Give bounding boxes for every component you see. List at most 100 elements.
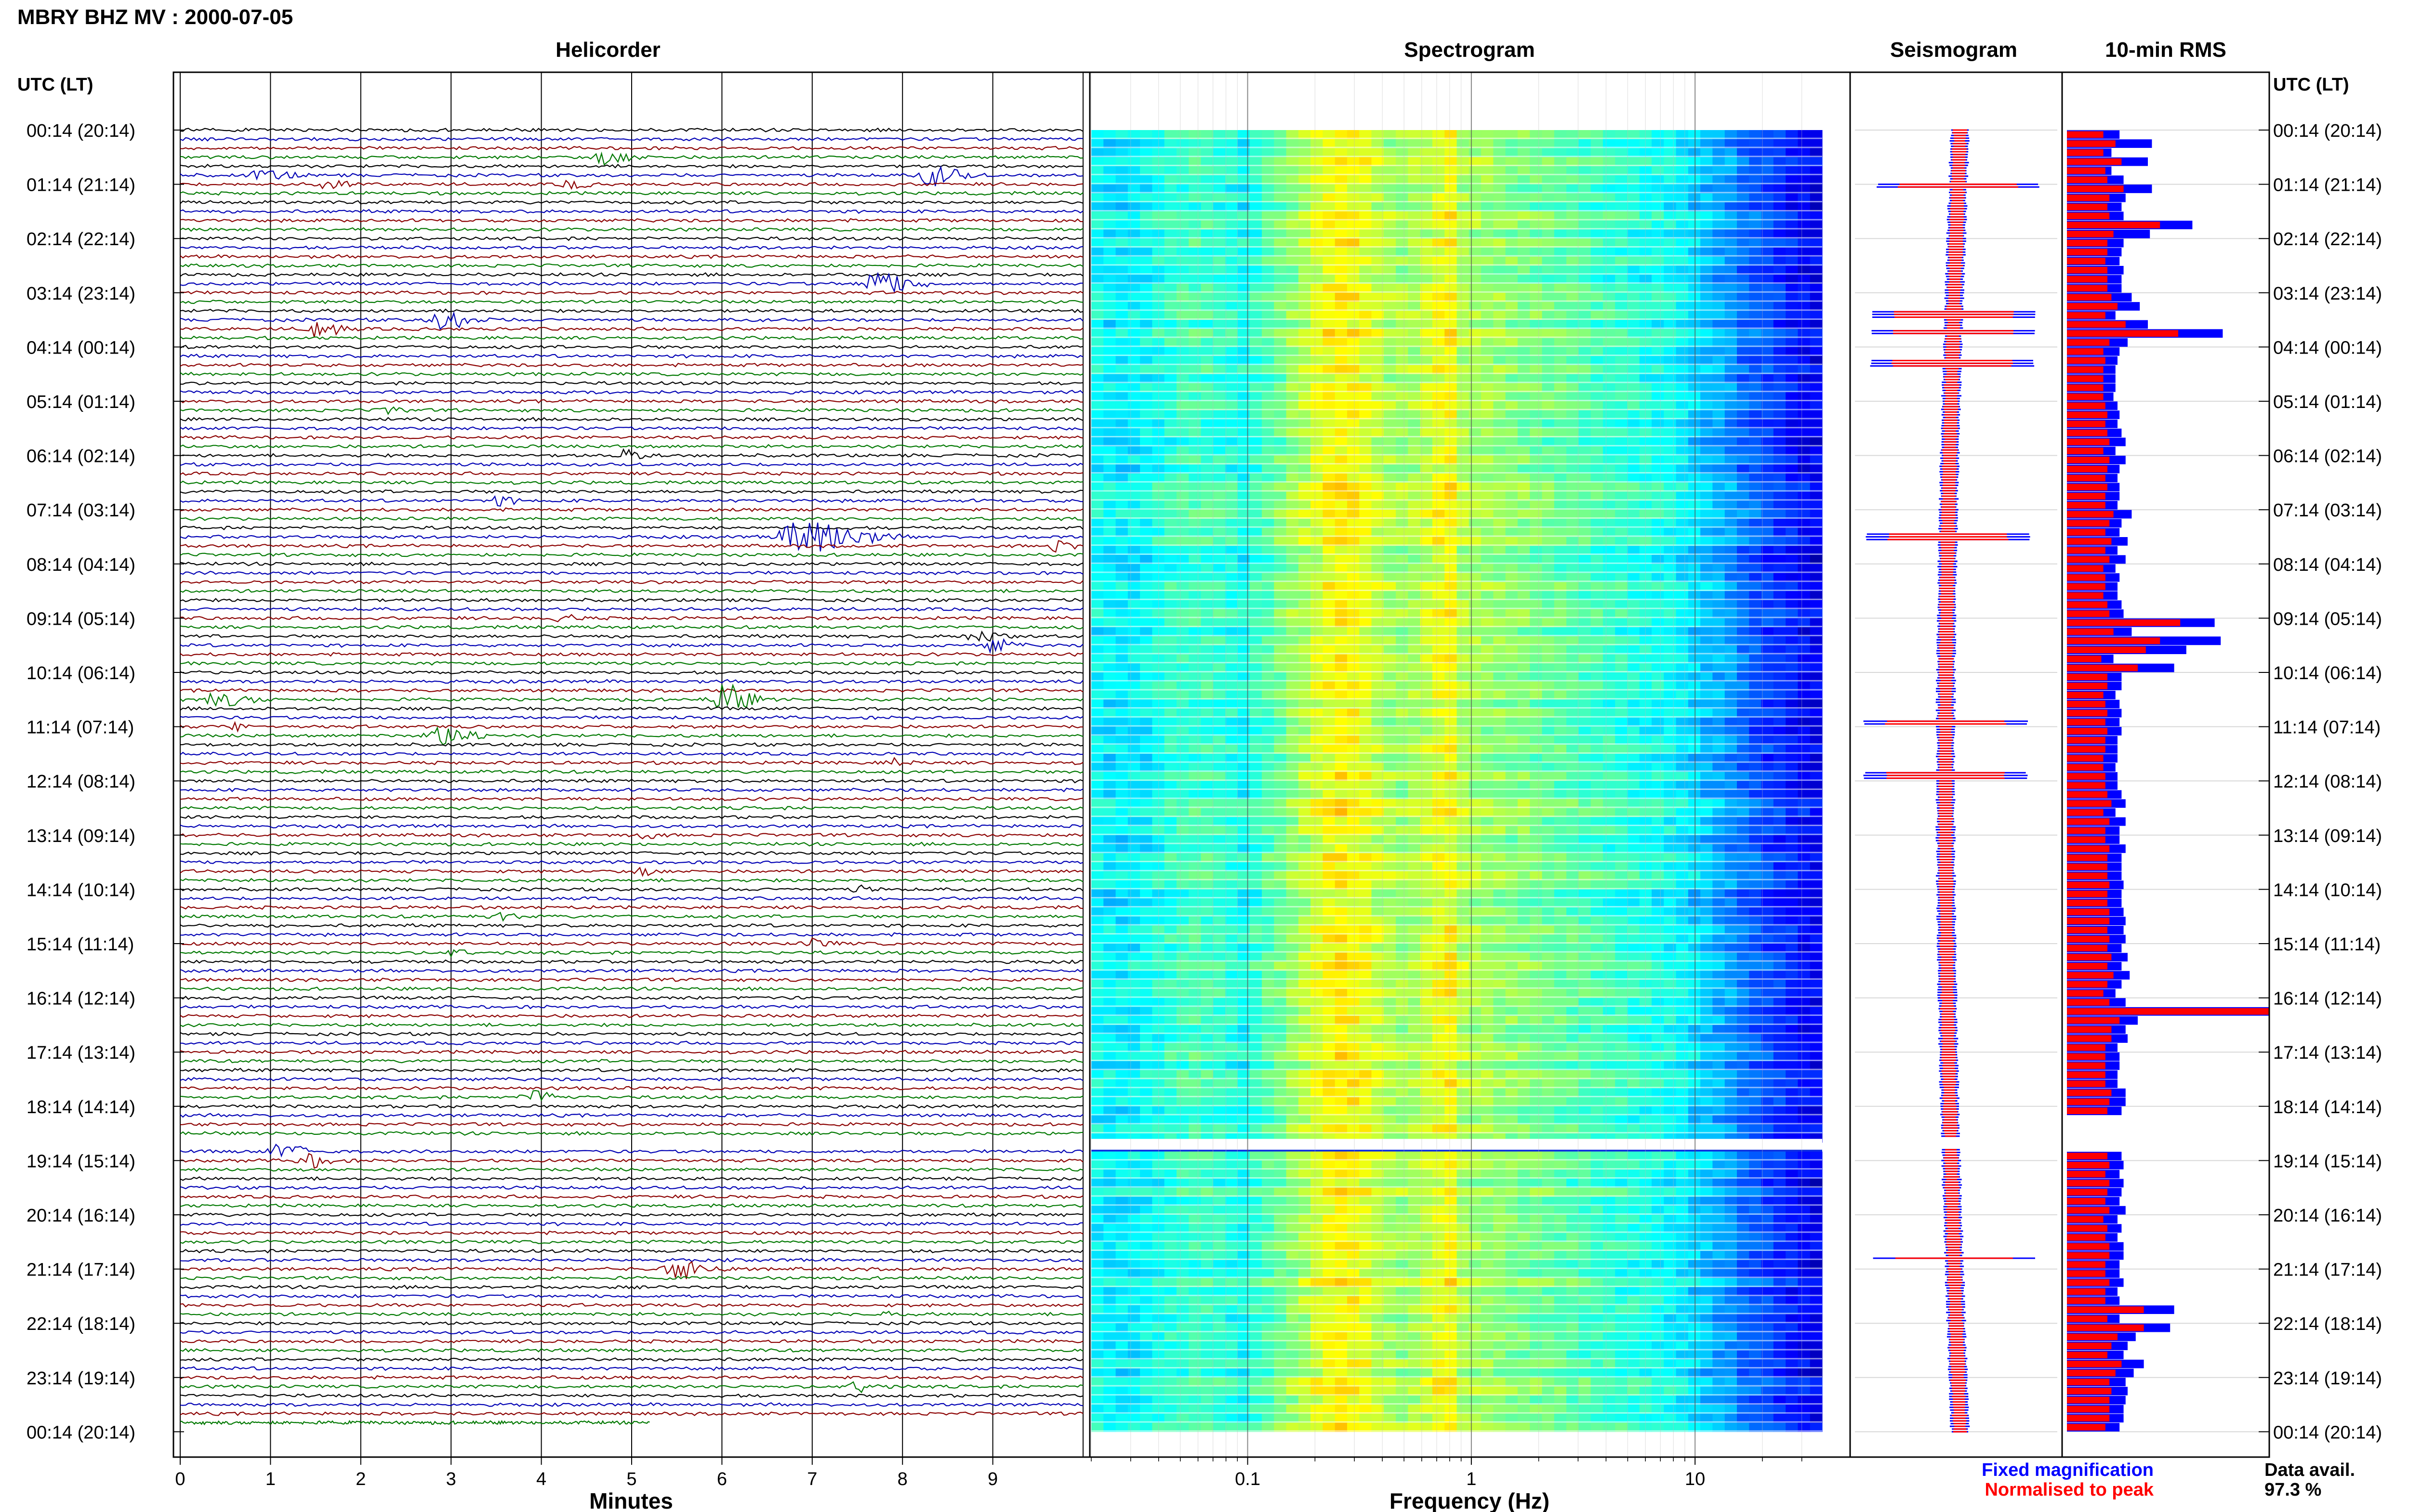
spectrogram-row-gap bbox=[1091, 146, 1822, 148]
spectrogram-row-gap bbox=[1091, 734, 1822, 736]
spectrogram-cell bbox=[1444, 148, 1457, 158]
spectrogram-cell bbox=[1432, 139, 1445, 148]
spectrogram-cell bbox=[1261, 193, 1274, 203]
spectrogram-cell bbox=[1688, 193, 1701, 203]
spectrogram-cell bbox=[1493, 184, 1506, 194]
spectrogram-cell bbox=[1286, 211, 1299, 221]
spectrogram-cell bbox=[1225, 211, 1238, 221]
spectrogram-cell bbox=[1542, 193, 1555, 203]
spectrogram-cell bbox=[1798, 166, 1811, 176]
spectrogram-cell bbox=[1335, 139, 1348, 148]
spectrogram-cell bbox=[1652, 175, 1664, 184]
spectrogram-cell bbox=[1432, 166, 1445, 176]
spectrogram-cell bbox=[1323, 139, 1336, 148]
spectrogram-cell bbox=[1176, 157, 1189, 167]
spectrogram-cell bbox=[1530, 139, 1543, 148]
spectrogram-cell bbox=[1481, 139, 1494, 148]
spectrogram-row-gap bbox=[1091, 255, 1822, 257]
spectrogram-cell bbox=[1408, 166, 1421, 176]
spectrogram-cell bbox=[1127, 175, 1140, 184]
spectrogram-cell bbox=[1091, 166, 1104, 176]
spectrogram-cell bbox=[1749, 157, 1762, 167]
spectrogram-cell bbox=[1176, 184, 1189, 194]
spectrogram-cell bbox=[1444, 166, 1457, 176]
spectrogram-cell bbox=[1566, 175, 1579, 184]
spectrogram-cell bbox=[1164, 175, 1177, 184]
spectrogram-cell bbox=[1359, 130, 1372, 140]
spectrogram-cell bbox=[1213, 139, 1226, 148]
spectrogram-row-gap bbox=[1091, 680, 1822, 682]
spectrogram-cell bbox=[1261, 139, 1274, 148]
spectrogram-cell bbox=[1261, 130, 1274, 140]
spectrogram-cell bbox=[1493, 166, 1506, 176]
spectrogram-cell bbox=[1371, 193, 1384, 203]
spectrogram-cell bbox=[1432, 148, 1445, 158]
spectrogram-cell bbox=[1127, 202, 1140, 212]
spectrogram-cell bbox=[1590, 184, 1603, 194]
spectrogram-cell bbox=[1359, 157, 1372, 167]
spectrogram-cell bbox=[1749, 148, 1762, 158]
spectrogram-cell bbox=[1408, 148, 1421, 158]
spectrogram-cell bbox=[1798, 139, 1811, 148]
spectrogram-cell bbox=[1737, 157, 1749, 167]
spectrogram-cell bbox=[1566, 193, 1579, 203]
spectrogram-cell bbox=[1347, 184, 1360, 194]
spectrogram-row-gap bbox=[1091, 183, 1822, 184]
spectrogram-cell bbox=[1773, 166, 1786, 176]
spectrogram-cell bbox=[1286, 130, 1299, 140]
spectrogram-cell bbox=[1261, 148, 1274, 158]
spectrogram-cell bbox=[1786, 202, 1799, 212]
spectrogram-cell bbox=[1432, 130, 1445, 140]
spectrogram-cell bbox=[1639, 148, 1652, 158]
spectrogram-cell bbox=[1103, 166, 1116, 176]
spectrogram-cell bbox=[1749, 193, 1762, 203]
spectrogram-cell bbox=[1578, 139, 1591, 148]
spectrogram-cell bbox=[1737, 184, 1749, 194]
spectrogram-cell bbox=[1115, 175, 1128, 184]
spectrogram-row-gap bbox=[1091, 363, 1822, 365]
spectrogram-cell bbox=[1323, 184, 1336, 194]
spectrogram-cell bbox=[1201, 184, 1214, 194]
spectrogram-cell bbox=[1335, 193, 1348, 203]
spectrogram-cell bbox=[1274, 130, 1287, 140]
spectrogram-cell bbox=[1091, 139, 1104, 148]
spectrogram-cell bbox=[1676, 130, 1689, 140]
spectrogram-row-gap bbox=[1091, 318, 1822, 320]
spectrogram-cell bbox=[1578, 130, 1591, 140]
spectrogram-cell bbox=[1554, 148, 1567, 158]
spectrogram-cell bbox=[1103, 139, 1116, 148]
spectrogram-cell bbox=[1274, 202, 1287, 212]
spectrogram-cell bbox=[1298, 130, 1311, 140]
spectrogram-cell bbox=[1140, 202, 1153, 212]
spectrogram-cell bbox=[1249, 148, 1262, 158]
spectrogram-cell bbox=[1700, 202, 1713, 212]
spectrogram-cell bbox=[1542, 184, 1555, 194]
spectrogram-cell bbox=[1652, 157, 1664, 167]
spectrogram-cell bbox=[1639, 202, 1652, 212]
spectrogram-row-gap bbox=[1091, 825, 1822, 827]
spectrogram-cell bbox=[1140, 148, 1153, 158]
spectrogram-cell bbox=[1700, 130, 1713, 140]
spectrogram-cell bbox=[1615, 166, 1628, 176]
spectrogram-cell bbox=[1652, 202, 1664, 212]
spectrogram-row-gap bbox=[1091, 725, 1822, 727]
spectrogram-cell bbox=[1810, 166, 1823, 176]
spectrogram-cell bbox=[1676, 202, 1689, 212]
spectrogram-cell bbox=[1310, 211, 1323, 221]
spectrogram-cell bbox=[1286, 175, 1299, 184]
spectrogram-cell bbox=[1737, 130, 1749, 140]
spectrogram-cell bbox=[1310, 202, 1323, 212]
spectrogram-cell bbox=[1749, 166, 1762, 176]
spectrogram-row-gap bbox=[1091, 408, 1822, 410]
spectrogram-cell bbox=[1140, 175, 1153, 184]
spectrogram-row-gap bbox=[1091, 327, 1822, 329]
spectrogram-cell bbox=[1493, 157, 1506, 167]
spectrogram-cell bbox=[1810, 157, 1823, 167]
spectrogram-cell bbox=[1396, 166, 1408, 176]
spectrogram-cell bbox=[1274, 139, 1287, 148]
spectrogram-cell bbox=[1091, 184, 1104, 194]
spectrogram-cell bbox=[1396, 175, 1408, 184]
spectrogram-cell bbox=[1554, 202, 1567, 212]
spectrogram-cell bbox=[1225, 139, 1238, 148]
spectrogram-cell bbox=[1176, 148, 1189, 158]
